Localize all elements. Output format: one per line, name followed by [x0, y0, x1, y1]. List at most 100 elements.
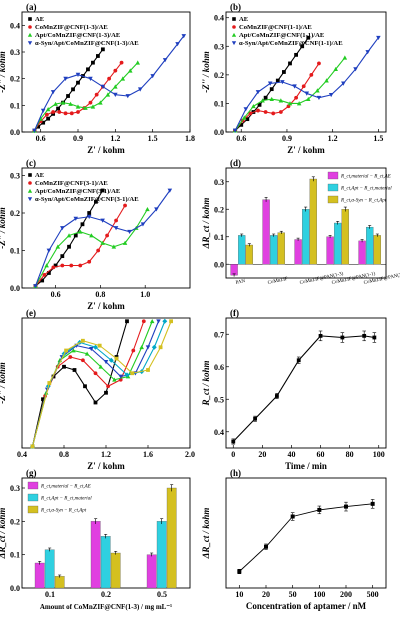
panel-b-frame [225, 11, 387, 133]
panel-b-series-line [234, 37, 309, 131]
panel-c-point [100, 188, 105, 193]
panel-a-xtick-label: 0.9 [73, 134, 83, 143]
panel-a-point [119, 60, 124, 65]
panel-a-label: (a) [26, 2, 37, 12]
panel-c-point [140, 222, 146, 227]
panel-a-point [86, 67, 90, 72]
panel-g-legend: R_ct,material − R_ct,AE R_ct,Apt − R_ct,m… [27, 481, 92, 514]
panel-d-bar [302, 209, 310, 265]
panel-h-point [264, 544, 268, 549]
panel-c-point [100, 218, 105, 223]
panel-d-bar [366, 226, 374, 265]
panel-e-point [125, 319, 129, 324]
panel-c-point [53, 263, 58, 268]
panel-a-point [40, 108, 46, 113]
panel-a-point [63, 111, 68, 116]
panel-c-point [145, 206, 150, 212]
panel-b-point [301, 84, 306, 89]
panel-b-point [269, 96, 274, 102]
panel-b-point [267, 81, 273, 86]
panel-c-legend-label: α-Syn/Apt/CoMnZIF@CNF(3-1)/AE [35, 196, 139, 203]
panel-b-legend-label: AE [239, 16, 249, 23]
panel-g-category-label: 0.5 [157, 590, 167, 599]
panel-g-legend-label: R_ct,α-Syn − R_ct,Apt [40, 509, 87, 514]
panel-f-xtick-label: 100 [373, 450, 385, 459]
panel-a-point [125, 94, 131, 99]
panel-b-point [263, 110, 268, 114]
panel-c-legend-marker [27, 188, 33, 193]
panel-c-point [154, 207, 159, 212]
panel-e-point [151, 344, 157, 350]
panel-g-bar [166, 487, 177, 589]
panel-f: (f) 0 20 40 60 80 100 0.4 0.5 0.6 0.7 Time / min R_c… [201, 308, 387, 471]
panel-g-legend-swatch [27, 505, 39, 514]
panel-d-bar [294, 239, 302, 265]
panel-a-point [100, 84, 106, 89]
panel-d-legend-label: R_ct,Apt − R_ct,material [340, 187, 392, 192]
panel-b-legend-label: α-Syn/Apt/CoMnZIF@CNF(1-1)/AE [239, 40, 343, 47]
panel-a-frame [21, 11, 191, 133]
panel-f-point [362, 333, 367, 338]
panel-g-bar [110, 552, 121, 589]
panel-e-point [125, 374, 131, 379]
panel-c-series-line [34, 208, 148, 287]
panel-d-label: (d) [230, 158, 241, 168]
panel-a-point [57, 110, 62, 114]
panel-b-point [260, 98, 265, 103]
panel-a-legend-label: α-Syn/Apt/CoMnZIF@CNF(1-3)/AE [35, 40, 139, 47]
panel-h-category-label: 50 [289, 590, 297, 599]
panel-g-ytick-label: 0.3 [10, 484, 20, 493]
panel-c-frame [21, 167, 191, 289]
panel-a-xlabel: Z' / kohm [87, 145, 125, 155]
panel-b-legend: AECoMnZIF@CNF(1-1)/AEApt/CoMnZIF@CNF(1-1… [231, 16, 343, 47]
panel-g-legend-swatch [27, 481, 39, 490]
panel-c-series-line [34, 190, 171, 287]
panel-a-xtick-label: 1.5 [148, 134, 158, 143]
panel-d-category-label: PAN [235, 279, 246, 286]
panel-a-point [107, 76, 112, 81]
panel-a-point [60, 100, 66, 105]
panel-e-point [72, 368, 77, 372]
panel-f-xtick-label: 40 [287, 450, 295, 459]
panel-e-point [130, 371, 135, 376]
panel-c-ytick-label: 0.3 [10, 172, 20, 181]
panel-a-legend-label: Apt/CoMnZIF@CNF(1-3)/AE [35, 32, 121, 39]
panel-d: (d)PAN CoMnZIF CoMnZIF@PAN(1-3)CoMnZIF@PAN… [201, 158, 400, 286]
panel-f-xtick-label: 60 [317, 450, 325, 459]
panel-a-point [135, 60, 141, 65]
panel-b-xtick-label: 1.2 [328, 134, 338, 143]
panel-c-legend-label: AE [35, 172, 45, 179]
panel-a-point [162, 58, 168, 63]
panel-d-ylabel: ΔR_ct / kohm [201, 198, 211, 250]
panel-e-point [103, 359, 109, 365]
panel-e-point [149, 318, 155, 324]
panel-d-ytick-label: 0.3 [214, 178, 224, 187]
panel-a-legend-label: CoMnZIF@CNF(1-3)/AE [35, 24, 108, 31]
panel-d-bar [326, 236, 334, 265]
panel-f-frame [225, 317, 387, 449]
panel-f-ytick-label: 0.7 [214, 330, 224, 339]
panel-c-point [127, 229, 132, 235]
panel-a-point [150, 74, 155, 79]
panel-a-legend-marker [27, 32, 33, 37]
panel-a-point [50, 90, 56, 95]
panel-d-frame [225, 167, 387, 279]
panel-c-point [96, 248, 101, 253]
panel-b-point [282, 70, 286, 74]
panel-b-xlabel: Z' / kohm [287, 145, 325, 155]
panel-g-bar [90, 521, 101, 589]
panel-b-legend-marker [232, 25, 236, 29]
panel-b-ylabel: -Z'' / kohm [201, 51, 211, 93]
panel-c-point [87, 211, 92, 215]
panel-c-point [66, 233, 72, 238]
panel-b-series-line [234, 37, 379, 131]
panel-c-point [40, 278, 45, 283]
panel-a-point [113, 84, 118, 89]
panel-b-point [300, 44, 305, 49]
panel-e-xtick-label: 2.0 [185, 450, 195, 459]
panel-c-point [122, 240, 128, 245]
panel-b-point [243, 107, 249, 112]
panel-a-point [105, 92, 111, 97]
panel-e-point [106, 384, 110, 389]
panel-c-point [114, 218, 118, 223]
